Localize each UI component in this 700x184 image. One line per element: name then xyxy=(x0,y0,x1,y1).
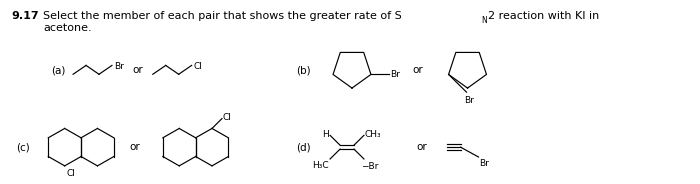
Text: CH₃: CH₃ xyxy=(365,130,382,139)
Text: 2 reaction with KI in: 2 reaction with KI in xyxy=(489,11,600,21)
Text: (c): (c) xyxy=(16,142,30,152)
Text: N: N xyxy=(482,16,487,25)
Text: Br: Br xyxy=(480,159,489,168)
Text: acetone.: acetone. xyxy=(43,23,92,33)
Text: H: H xyxy=(322,130,329,139)
Text: or: or xyxy=(413,65,424,75)
Text: Cl: Cl xyxy=(223,113,232,122)
Text: or: or xyxy=(133,65,144,75)
Text: (d): (d) xyxy=(296,142,311,152)
Text: 9.17: 9.17 xyxy=(11,11,39,21)
Text: Cl: Cl xyxy=(66,169,76,178)
Text: Br: Br xyxy=(390,70,400,79)
Text: Br: Br xyxy=(114,62,124,71)
Text: Select the member of each pair that shows the greater rate of S: Select the member of each pair that show… xyxy=(43,11,402,21)
Text: Br: Br xyxy=(465,96,475,105)
Text: H₃C: H₃C xyxy=(312,161,329,170)
Text: Cl: Cl xyxy=(194,62,202,71)
Text: (a): (a) xyxy=(51,65,66,75)
Text: −Br: −Br xyxy=(361,162,378,171)
Text: or: or xyxy=(416,142,428,152)
Text: (b): (b) xyxy=(296,65,311,75)
Text: or: or xyxy=(129,142,139,152)
